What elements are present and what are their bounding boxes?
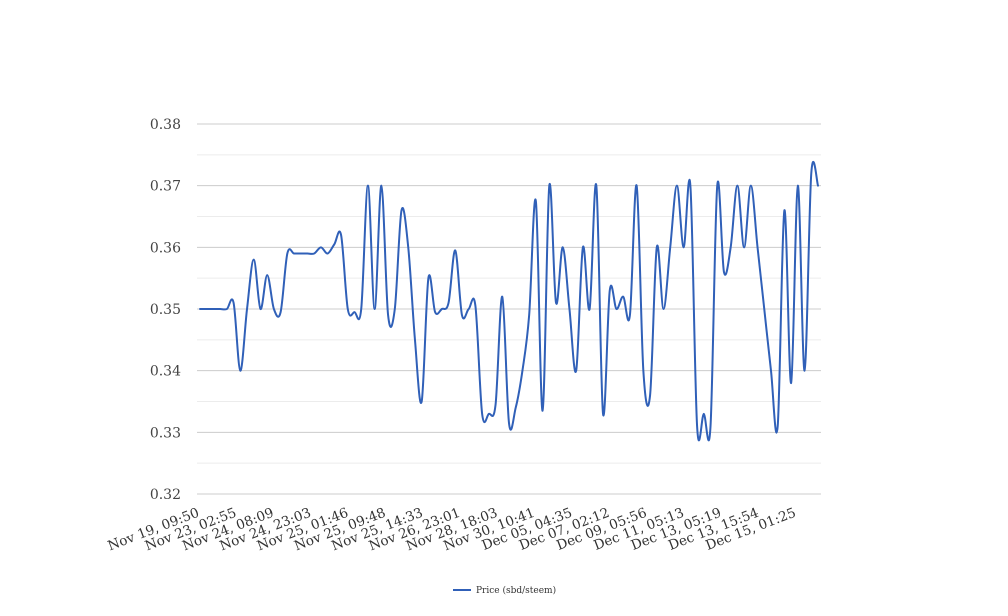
y-axis-tick-labels: 0.32 0.33 0.34 0.35 0.36 0.37 0.38 bbox=[150, 117, 181, 503]
y-tick-label: 0.36 bbox=[150, 240, 181, 256]
grid-lines bbox=[197, 123, 821, 495]
legend[interactable]: Price (sbd/steem) bbox=[453, 585, 556, 596]
legend-label: Price (sbd/steem) bbox=[476, 585, 556, 596]
y-tick-label: 0.38 bbox=[150, 117, 181, 133]
y-tick-label: 0.33 bbox=[150, 425, 181, 441]
series-line-price bbox=[199, 161, 819, 442]
y-tick-label: 0.35 bbox=[150, 302, 181, 318]
series-layer bbox=[199, 161, 819, 442]
y-tick-label: 0.32 bbox=[150, 487, 181, 503]
y-tick-label: 0.37 bbox=[150, 179, 181, 195]
y-tick-label: 0.34 bbox=[150, 364, 181, 380]
